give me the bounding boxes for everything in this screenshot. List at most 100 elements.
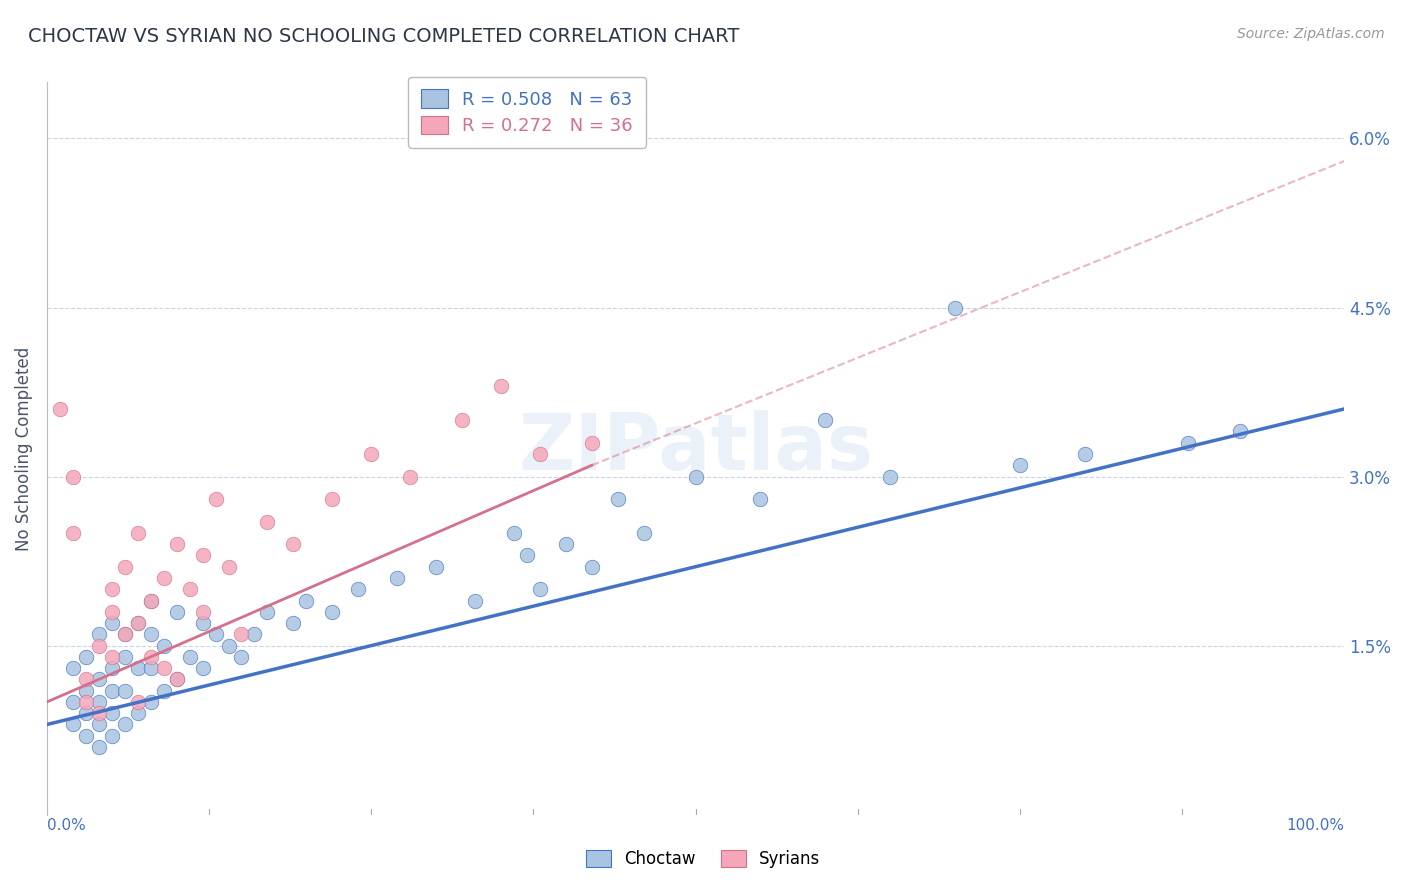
- Point: [100, 616, 122, 631]
- Point: [360, 447, 382, 461]
- Point: [49, 401, 72, 416]
- Point: [152, 661, 174, 675]
- Point: [152, 683, 174, 698]
- Point: [127, 661, 149, 675]
- Point: [127, 706, 149, 721]
- Text: CHOCTAW VS SYRIAN NO SCHOOLING COMPLETED CORRELATION CHART: CHOCTAW VS SYRIAN NO SCHOOLING COMPLETED…: [28, 27, 740, 45]
- Point: [127, 525, 149, 540]
- Point: [581, 435, 603, 450]
- Point: [87, 639, 110, 653]
- Point: [75, 683, 97, 698]
- Point: [231, 649, 253, 664]
- Point: [179, 649, 201, 664]
- Point: [75, 706, 97, 721]
- Point: [152, 571, 174, 585]
- Point: [87, 717, 110, 731]
- Point: [87, 706, 110, 721]
- Point: [749, 492, 772, 507]
- Point: [75, 649, 97, 664]
- Point: [114, 627, 136, 641]
- Point: [100, 605, 122, 619]
- Point: [204, 492, 226, 507]
- Point: [139, 661, 162, 675]
- Point: [191, 661, 214, 675]
- Point: [62, 469, 84, 483]
- Point: [191, 549, 214, 563]
- Text: 0.0%: 0.0%: [46, 818, 86, 832]
- Point: [100, 706, 122, 721]
- Point: [218, 639, 240, 653]
- Point: [243, 627, 266, 641]
- Point: [114, 627, 136, 641]
- Point: [166, 673, 188, 687]
- Point: [139, 593, 162, 607]
- Point: [75, 729, 97, 743]
- Point: [191, 616, 214, 631]
- Point: [321, 605, 343, 619]
- Text: Source: ZipAtlas.com: Source: ZipAtlas.com: [1237, 27, 1385, 41]
- Point: [814, 413, 837, 427]
- Point: [347, 582, 370, 597]
- Point: [62, 525, 84, 540]
- Point: [114, 559, 136, 574]
- Point: [879, 469, 901, 483]
- Point: [62, 717, 84, 731]
- Point: [204, 627, 226, 641]
- Point: [179, 582, 201, 597]
- Point: [127, 616, 149, 631]
- Point: [114, 717, 136, 731]
- Point: [283, 537, 305, 551]
- Point: [685, 469, 707, 483]
- Text: ZIPatlas: ZIPatlas: [517, 410, 873, 486]
- Point: [503, 525, 526, 540]
- Point: [516, 549, 538, 563]
- Point: [87, 739, 110, 754]
- Point: [114, 683, 136, 698]
- Point: [166, 605, 188, 619]
- Point: [218, 559, 240, 574]
- Point: [139, 649, 162, 664]
- Point: [62, 661, 84, 675]
- Point: [152, 639, 174, 653]
- Point: [385, 571, 408, 585]
- Point: [75, 673, 97, 687]
- Y-axis label: No Schooling Completed: No Schooling Completed: [15, 346, 32, 550]
- Point: [606, 492, 628, 507]
- Point: [100, 729, 122, 743]
- Point: [87, 627, 110, 641]
- Point: [127, 616, 149, 631]
- Point: [529, 582, 551, 597]
- Point: [529, 447, 551, 461]
- Point: [1073, 447, 1095, 461]
- Point: [100, 683, 122, 698]
- Point: [114, 649, 136, 664]
- Point: [399, 469, 422, 483]
- Point: [139, 593, 162, 607]
- Point: [256, 605, 278, 619]
- Point: [633, 525, 655, 540]
- Legend: Choctaw, Syrians: Choctaw, Syrians: [579, 843, 827, 875]
- Point: [256, 515, 278, 529]
- Point: [451, 413, 474, 427]
- Point: [62, 695, 84, 709]
- Point: [1177, 435, 1199, 450]
- Point: [127, 695, 149, 709]
- Point: [283, 616, 305, 631]
- Point: [295, 593, 318, 607]
- Point: [231, 627, 253, 641]
- Point: [100, 582, 122, 597]
- Point: [581, 559, 603, 574]
- Point: [87, 695, 110, 709]
- Legend: R = 0.508   N = 63, R = 0.272   N = 36: R = 0.508 N = 63, R = 0.272 N = 36: [408, 77, 645, 148]
- Point: [139, 695, 162, 709]
- Point: [100, 661, 122, 675]
- Point: [464, 593, 486, 607]
- Point: [943, 301, 966, 315]
- Point: [1008, 458, 1031, 473]
- Text: 100.0%: 100.0%: [1286, 818, 1344, 832]
- Point: [489, 379, 512, 393]
- Point: [425, 559, 447, 574]
- Point: [166, 673, 188, 687]
- Point: [554, 537, 576, 551]
- Point: [166, 537, 188, 551]
